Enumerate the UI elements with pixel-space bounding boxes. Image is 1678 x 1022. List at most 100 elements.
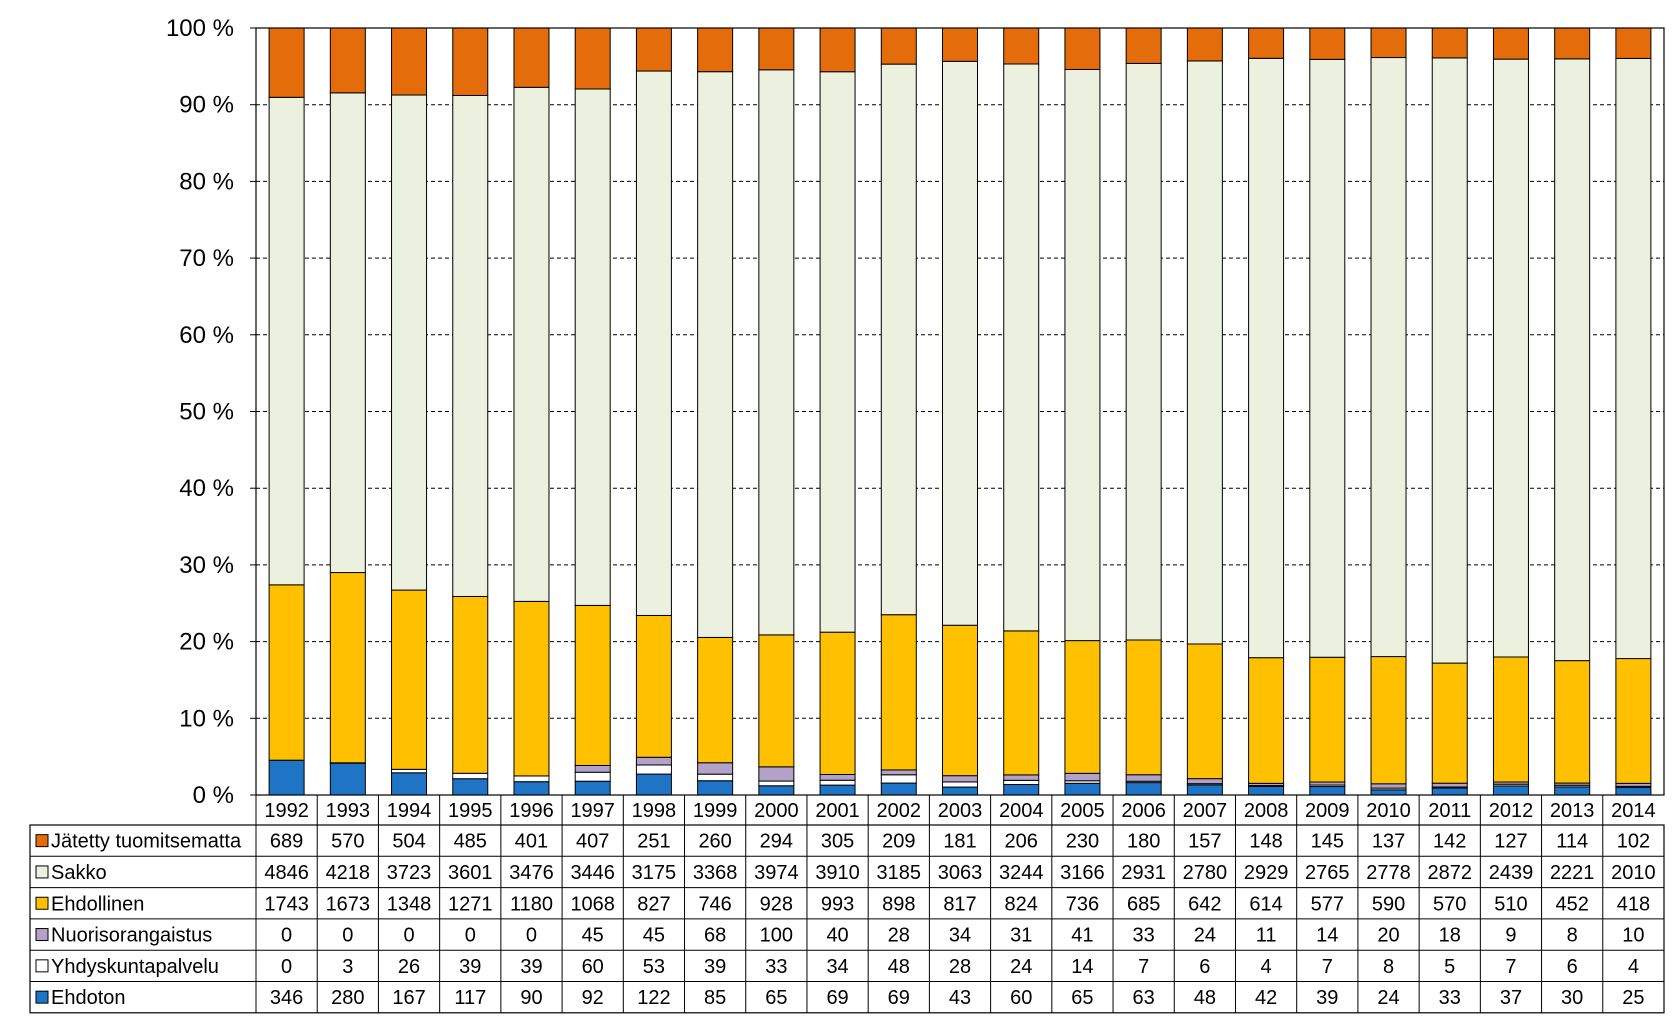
table-cell: 40 xyxy=(826,925,848,947)
table-cell: 510 xyxy=(1494,893,1527,915)
y-tick-label: 100 % xyxy=(166,15,234,42)
bar-segment-ehdollinen-2005 xyxy=(1064,640,1101,774)
table-cell: 65 xyxy=(765,987,787,1009)
x-tick-label: 2009 xyxy=(1305,800,1350,822)
x-tick-label: 2005 xyxy=(1060,800,1105,822)
table-cell: 24 xyxy=(1194,925,1216,947)
bar-segment-jatetty-tuomitsematta-2009 xyxy=(1309,27,1346,60)
table-cell: 42 xyxy=(1255,987,1277,1009)
bar-segment-nuorisorangaistus-2005 xyxy=(1064,772,1101,782)
table-cell: 69 xyxy=(826,987,848,1009)
table-cell: 11 xyxy=(1256,925,1277,947)
bar-segment-sakko-2000 xyxy=(758,69,795,636)
bar-segment-sakko-2003 xyxy=(942,60,978,626)
table-cell: 928 xyxy=(760,893,793,915)
x-tick-label: 2006 xyxy=(1121,800,1166,822)
y-tick-label: 30 % xyxy=(179,552,234,579)
table-cell: 294 xyxy=(760,831,793,853)
bar-segment-nuorisorangaistus-2004 xyxy=(1003,774,1040,781)
bar-segment-jatetty-tuomitsematta-2003 xyxy=(942,27,978,62)
bar-segment-ehdoton-2009 xyxy=(1309,786,1346,796)
bar-segment-jatetty-tuomitsematta-2005 xyxy=(1064,27,1101,70)
y-tick-label: 50 % xyxy=(179,399,234,426)
table-cell: 85 xyxy=(704,987,726,1009)
x-tick-label: 1994 xyxy=(387,800,432,822)
table-cell: 3974 xyxy=(754,862,799,884)
bar-segment-ehdoton-2011 xyxy=(1431,787,1468,796)
table-cell: 41 xyxy=(1071,925,1093,947)
bar-segment-yhdyskuntapalvelu-2002 xyxy=(880,774,917,784)
legend-label-ehdollinen: Ehdollinen xyxy=(51,893,144,915)
bar-segment-yhdyskuntapalvelu-1997 xyxy=(574,771,611,782)
bar-segment-ehdoton-1996 xyxy=(513,781,550,796)
table-cell: 39 xyxy=(520,956,542,978)
bar-segment-ehdoton-2001 xyxy=(819,784,856,796)
table-cell: 127 xyxy=(1494,831,1527,853)
bar-segment-sakko-2012 xyxy=(1492,58,1529,658)
table-cell: 2765 xyxy=(1305,862,1350,884)
table-cell: 6 xyxy=(1199,956,1210,978)
y-tick-label: 10 % xyxy=(179,705,234,732)
bar-segment-jatetty-tuomitsematta-2010 xyxy=(1370,27,1407,59)
table-cell: 2439 xyxy=(1489,862,1534,884)
bar-segment-jatetty-tuomitsematta-2000 xyxy=(758,27,795,71)
table-cell: 68 xyxy=(704,925,726,947)
bar-segment-ehdollinen-1994 xyxy=(391,589,428,770)
table-cell: 3368 xyxy=(693,862,738,884)
bar-segment-yhdyskuntapalvelu-1994 xyxy=(391,768,428,774)
table-cell: 48 xyxy=(1194,987,1216,1009)
x-tick-label: 1997 xyxy=(570,800,615,822)
table-cell: 45 xyxy=(643,925,665,947)
table-cell: 39 xyxy=(1316,987,1338,1009)
table-cell: 28 xyxy=(949,956,971,978)
bar-segment-yhdyskuntapalvelu-2001 xyxy=(819,779,856,786)
bar-segment-yhdyskuntapalvelu-1998 xyxy=(635,764,672,775)
bar-segment-ehdollinen-2011 xyxy=(1431,662,1468,784)
table-cell: 4846 xyxy=(264,862,309,884)
table-cell: 4 xyxy=(1628,956,1639,978)
table-cell: 817 xyxy=(943,893,976,915)
bar-segment-sakko-1997 xyxy=(574,88,611,606)
table-cell: 137 xyxy=(1372,831,1405,853)
table-cell: 30 xyxy=(1561,987,1583,1009)
table-cell: 33 xyxy=(1439,987,1461,1009)
table-cell: 2929 xyxy=(1244,862,1289,884)
bar-segment-sakko-2007 xyxy=(1186,60,1223,645)
y-axis-ticks: 0 % 10 % 20 % 30 % 40 % 50 % 60 % 70 % 80 % 90 % 1… xyxy=(166,15,256,809)
table-cell: 3175 xyxy=(632,862,677,884)
table-cell: 206 xyxy=(1005,831,1038,853)
y-tick-label: 80 % xyxy=(179,168,234,195)
table-cell: 3063 xyxy=(938,862,983,884)
table-cell: 28 xyxy=(888,925,910,947)
bar-segment-ehdollinen-2000 xyxy=(758,634,795,768)
bar-segment-nuorisorangaistus-2011 xyxy=(1431,782,1468,788)
table-cell: 33 xyxy=(765,956,787,978)
bar-segment-sakko-2010 xyxy=(1370,57,1407,658)
x-tick-label: 1992 xyxy=(264,800,309,822)
table-cell: 993 xyxy=(821,893,854,915)
table-cell: 34 xyxy=(826,956,848,978)
legend-swatch-yhdyskuntapalvelu xyxy=(35,959,49,973)
table-cell: 14 xyxy=(1316,925,1338,947)
table-cell: 0 xyxy=(281,925,292,947)
bar-segment-ehdoton-2008 xyxy=(1248,785,1285,796)
bar-segment-ehdoton-2007 xyxy=(1186,784,1223,796)
table-cell: 3 xyxy=(342,956,353,978)
bar-segment-ehdollinen-2010 xyxy=(1370,656,1407,785)
bar-segment-ehdoton-2004 xyxy=(1003,784,1040,796)
table-cell: 122 xyxy=(637,987,670,1009)
bar-segment-yhdyskuntapalvelu-2000 xyxy=(758,780,795,787)
table-cell: 53 xyxy=(643,956,665,978)
table-cell: 34 xyxy=(949,925,971,947)
table-cell: 157 xyxy=(1188,831,1221,853)
table-cell: 418 xyxy=(1617,893,1650,915)
table-cell: 102 xyxy=(1617,831,1650,853)
table-cell: 9 xyxy=(1505,925,1516,947)
table-cell: 2931 xyxy=(1121,862,1166,884)
table-cell: 346 xyxy=(270,987,303,1009)
table-cell: 48 xyxy=(888,956,910,978)
table-cell: 898 xyxy=(882,893,915,915)
bar-segment-sakko-2002 xyxy=(880,63,917,616)
table-cell: 1348 xyxy=(387,893,432,915)
bar-segment-nuorisorangaistus-2003 xyxy=(942,775,978,783)
